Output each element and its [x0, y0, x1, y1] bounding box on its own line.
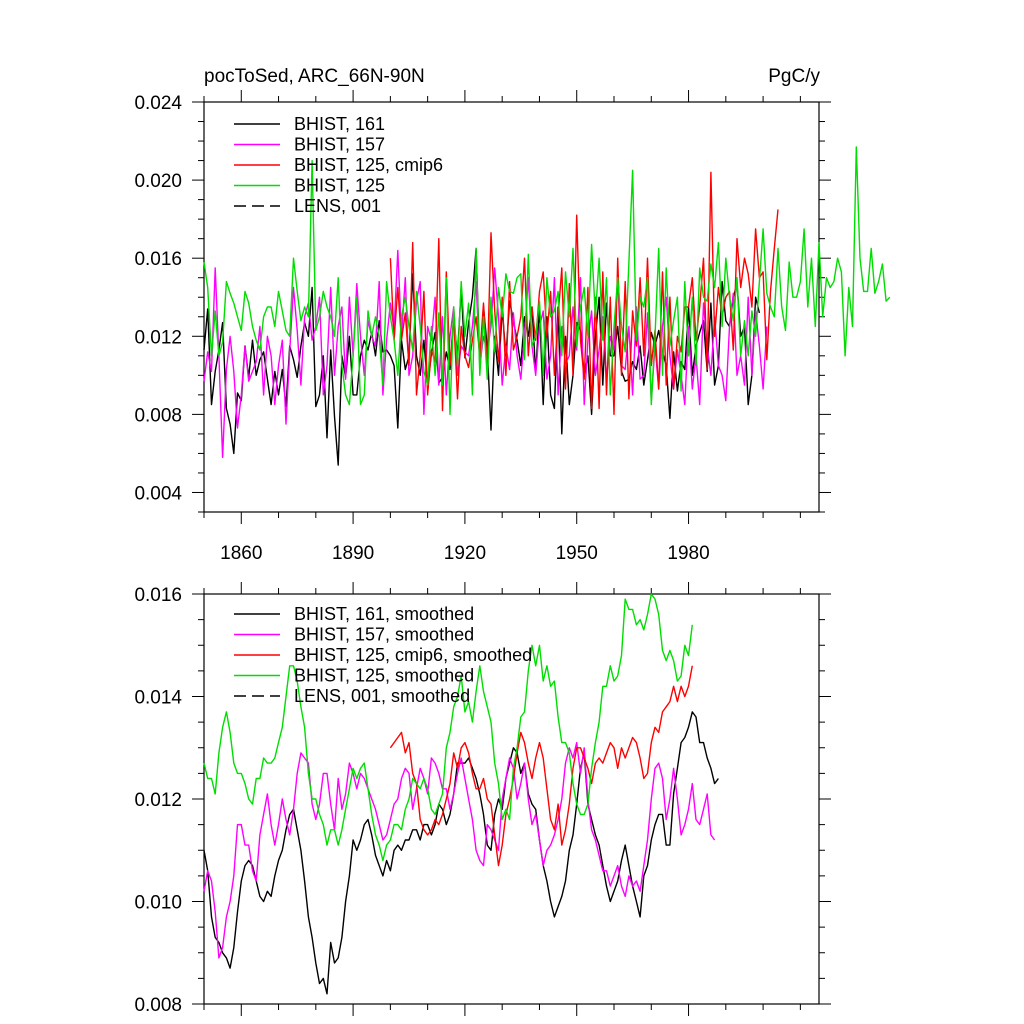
legend-label: BHIST, 125, smoothed	[294, 666, 474, 686]
legend-label: BHIST, 161	[294, 114, 385, 134]
x-tick-label: 1980	[667, 543, 709, 564]
y-tick-label: 0.008	[134, 405, 182, 426]
y-tick-label: 0.016	[134, 585, 182, 606]
y-tick-label: 0.010	[134, 893, 182, 914]
plot-frame-top	[203, 101, 820, 513]
axis-ticks-top: 0.004 0.008 0.012 0.016 0.020 0.024 1860 1890 19…	[134, 90, 831, 564]
units-label: PgC/y	[768, 66, 820, 87]
top-panel: pocToSed, ARC_66N-90N PgC/y 0.0040.0080.…	[134, 66, 891, 564]
y-tick-label: 0.004	[134, 483, 182, 504]
series-line-2	[203, 741, 716, 959]
series-group-top	[203, 146, 891, 466]
y-tick-label: 0.012	[134, 327, 182, 348]
legend-label: BHIST, 125	[294, 176, 385, 196]
series-group-bottom	[203, 593, 719, 995]
chart-title: pocToSed, ARC_66N-90N	[204, 66, 425, 87]
x-tick-label: 1950	[556, 543, 598, 564]
series-line-4	[203, 593, 693, 862]
axis-ticks-bottom: 0.008 0.010 0.012 0.014 0.016	[134, 582, 831, 1016]
y-tick-label: 0.020	[134, 171, 182, 192]
x-tick-label: 1920	[444, 543, 486, 564]
x-tick-label: 1860	[220, 543, 262, 564]
legend-label: BHIST, 125, cmip6, smoothed	[294, 645, 532, 665]
legend-label: BHIST, 161, smoothed	[294, 604, 474, 624]
y-tick-label: 0.016	[134, 249, 182, 270]
y-tick-label: 0.014	[134, 688, 182, 709]
bottom-panel: 0.008 0.010 0.012 0.014 0.016 BHIST, 161, sm…	[134, 582, 831, 1016]
legend-label: BHIST, 125, cmip6	[294, 155, 443, 175]
legend-label: LENS, 001, smoothed	[294, 686, 470, 706]
series-line-4	[203, 146, 891, 416]
legend-label: LENS, 001	[294, 196, 381, 216]
legend-label: BHIST, 157, smoothed	[294, 625, 474, 645]
y-tick-label: 0.012	[134, 790, 182, 811]
y-tick-label: 0.024	[134, 93, 182, 114]
legend-label: BHIST, 157	[294, 135, 385, 155]
series-line-3	[389, 665, 693, 867]
y-tick-label: 0.008	[134, 995, 182, 1016]
x-tick-label: 1890	[332, 543, 374, 564]
